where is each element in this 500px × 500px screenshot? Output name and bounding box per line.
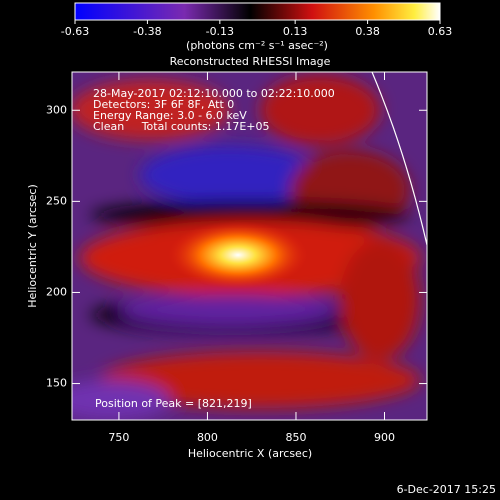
annotation: Energy Range: 3.0 - 6.0 keV bbox=[93, 109, 247, 122]
colorbar-tick-label: 0.13 bbox=[283, 25, 308, 38]
timestamp: 6-Dec-2017 15:25 bbox=[397, 483, 496, 496]
annotation: Clean Total counts: 1.17E+05 bbox=[93, 120, 270, 133]
x-tick-label: 800 bbox=[197, 431, 218, 444]
colorbar-tick-label: -0.38 bbox=[133, 25, 161, 38]
colorbar-tick-label: 0.63 bbox=[428, 25, 453, 38]
y-tick-label: 150 bbox=[46, 377, 67, 390]
colorbar-tick-label: -0.13 bbox=[206, 25, 234, 38]
plot-frame bbox=[71, 71, 428, 421]
y-tick-label: 300 bbox=[46, 103, 67, 116]
x-tick-label: 850 bbox=[285, 431, 306, 444]
colorbar-tick-label: 0.38 bbox=[355, 25, 380, 38]
annotation: Detectors: 3F 6F 8F, Att 0 bbox=[93, 98, 234, 111]
y-tick-label: 200 bbox=[46, 285, 67, 298]
x-tick-label: 900 bbox=[374, 431, 395, 444]
colorbar bbox=[74, 2, 441, 21]
colorbar-label: (photons cm⁻² s⁻¹ asec⁻²) bbox=[186, 39, 328, 52]
x-tick-label: 750 bbox=[108, 431, 129, 444]
x-axis-label: Heliocentric X (arcsec) bbox=[188, 447, 312, 460]
y-axis-label: Heliocentric Y (arcsec) bbox=[26, 184, 39, 308]
annotation: 28-May-2017 02:12:10.000 to 02:22:10.000 bbox=[93, 87, 335, 100]
y-tick-label: 250 bbox=[46, 194, 67, 207]
colorbar-tick-label: -0.63 bbox=[61, 25, 89, 38]
peak-label: Position of Peak = [821,219] bbox=[95, 397, 252, 410]
chart-title: Reconstructed RHESSI Image bbox=[170, 55, 331, 68]
image bbox=[72, 72, 427, 420]
